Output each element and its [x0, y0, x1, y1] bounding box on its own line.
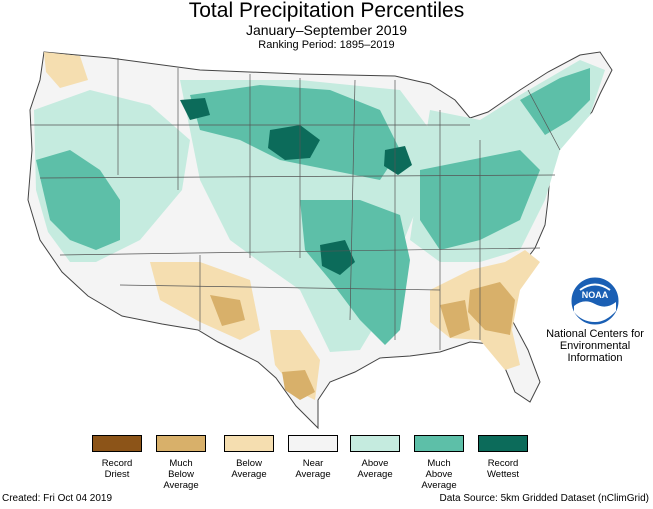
agency-line-3: Information — [567, 352, 623, 364]
legend-swatch — [350, 435, 400, 452]
noaa-logo-icon: NOAA — [570, 276, 620, 326]
map-title: Total Precipitation Percentiles — [188, 0, 465, 22]
legend-label: Below Average — [231, 458, 267, 480]
border-central — [39, 174, 556, 179]
data-source: Data Source: 5km Gridded Dataset (nClimG… — [439, 493, 649, 504]
legend-label: Record Wettest — [486, 458, 520, 480]
legend-item-record-driest: Record Driest — [84, 435, 150, 480]
legend-swatch — [478, 435, 528, 452]
legend: Record Driest Much Below Average Below Avera… — [0, 435, 653, 495]
border-northeast — [527, 89, 561, 151]
record-wettest-dakotas — [268, 125, 320, 160]
legend-swatch — [224, 435, 274, 452]
created-date: Created: Fri Oct 04 2019 — [2, 493, 113, 504]
agency-name: National Centers for Environmental Infor… — [540, 328, 650, 364]
much-above-west — [36, 150, 120, 250]
much-below-south-texas — [282, 370, 315, 400]
border-mississippi-west — [349, 79, 356, 321]
legend-item-much-above: Much Above Average — [406, 435, 472, 491]
legend-item-below: Below Average — [216, 435, 282, 480]
much-below-new-mexico — [210, 295, 245, 326]
legend-label: Above Average — [357, 458, 393, 480]
legend-swatch — [288, 435, 338, 452]
record-wettest-minnesota — [384, 146, 412, 175]
conus-region-shading — [27, 51, 613, 430]
legend-label: Record Driest — [101, 458, 133, 480]
much-above-northeast — [520, 68, 590, 135]
precipitation-percentile-map — [27, 51, 613, 430]
map-subtitle: January–September 2019 — [245, 22, 408, 38]
record-wettest-montana — [180, 98, 210, 120]
legend-swatch — [92, 435, 142, 452]
legend-item-record-wettest: Record Wettest — [470, 435, 536, 480]
legend-label: Near Average — [295, 458, 331, 480]
state-borders — [30, 58, 561, 350]
agency-line-1: National Centers for — [546, 328, 644, 340]
border-south-tier — [59, 247, 541, 256]
much-above-central — [300, 200, 410, 345]
ranking-period: Ranking Period: 1895–2019 — [258, 39, 395, 51]
legend-label: Much Above Average — [421, 458, 457, 491]
agency-line-2: Environmental — [559, 340, 631, 352]
legend-item-above: Above Average — [342, 435, 408, 480]
below-northwest — [44, 52, 88, 88]
legend-item-much-below: Much Below Average — [148, 435, 214, 491]
legend-label: Much Below Average — [163, 458, 199, 491]
legend-swatch — [156, 435, 206, 452]
legend-swatch — [414, 435, 464, 452]
record-wettest-oklahoma — [320, 240, 355, 275]
much-below-alabama — [440, 300, 470, 338]
noaa-logo-text: NOAA — [582, 290, 609, 300]
legend-item-near: Near Average — [280, 435, 346, 480]
border-gulf — [119, 284, 441, 291]
